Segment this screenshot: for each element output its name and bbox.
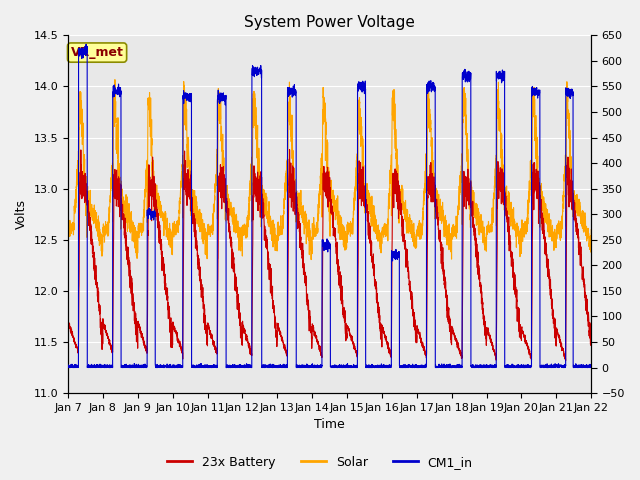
- Title: System Power Voltage: System Power Voltage: [244, 15, 415, 30]
- X-axis label: Time: Time: [314, 419, 345, 432]
- Legend: 23x Battery, Solar, CM1_in: 23x Battery, Solar, CM1_in: [163, 451, 477, 474]
- Y-axis label: Volts: Volts: [15, 199, 28, 229]
- Text: VR_met: VR_met: [70, 46, 124, 59]
